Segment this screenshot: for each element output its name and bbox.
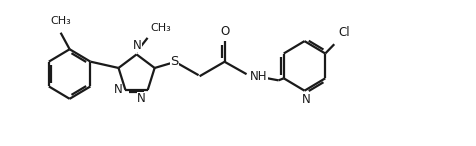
Text: N: N (114, 83, 122, 96)
Text: N: N (302, 93, 311, 106)
Text: S: S (170, 55, 179, 68)
Text: N: N (137, 92, 146, 105)
Text: N: N (133, 39, 142, 52)
Text: O: O (220, 25, 229, 38)
Text: CH₃: CH₃ (150, 23, 171, 33)
Text: NH: NH (250, 70, 268, 83)
Text: Cl: Cl (338, 26, 350, 39)
Text: CH₃: CH₃ (50, 16, 71, 26)
